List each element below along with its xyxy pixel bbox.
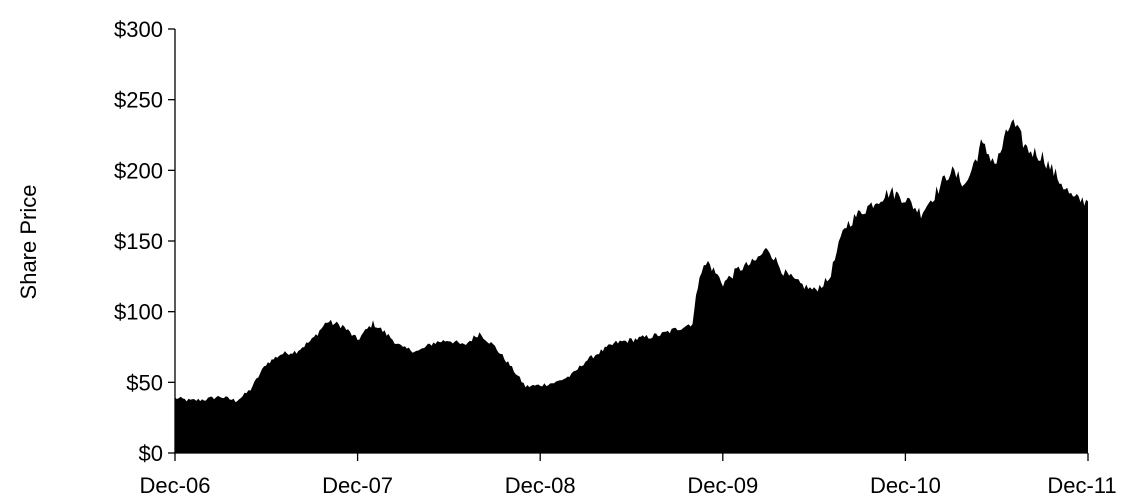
y-tick-label: $50 [126,370,163,395]
x-tick-label: Dec-11 [1047,473,1116,498]
x-tick-label: Dec-10 [870,473,941,498]
x-tick-label: Dec-06 [140,473,211,498]
x-tick-label: Dec-07 [322,473,393,498]
y-tick-label: $150 [114,229,163,254]
share-price-area [175,119,1088,453]
y-tick-label: $300 [114,17,163,42]
y-axis-title: Share Price [16,185,41,300]
plot-area [175,119,1088,453]
y-tick-label: $100 [114,300,163,325]
y-tick-label: $200 [114,158,163,183]
x-tick-label: Dec-09 [687,473,758,498]
x-axis-ticks: Dec-06 Dec-07 Dec-08 Dec-09 Dec-10 Dec-11 [140,453,1117,498]
y-tick-label: $250 [114,88,163,113]
x-tick-label: Dec-08 [505,473,576,498]
y-axis-ticks: $0 $50 $100 $150 $200 $250 $300 [114,17,175,466]
y-tick-label: $0 [139,441,163,466]
